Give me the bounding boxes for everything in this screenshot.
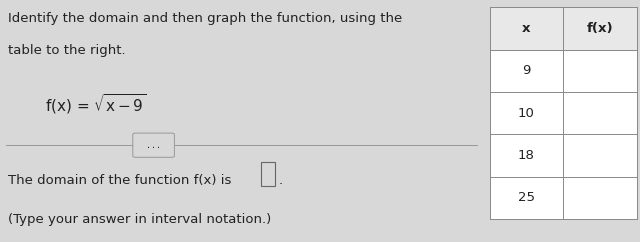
FancyBboxPatch shape <box>133 133 174 157</box>
Bar <box>261 162 275 186</box>
Text: f(x): f(x) <box>587 22 613 35</box>
Text: 10: 10 <box>518 107 535 120</box>
Text: The domain of the function f(x) is: The domain of the function f(x) is <box>8 174 231 187</box>
Text: 18: 18 <box>518 149 535 162</box>
Text: 9: 9 <box>522 64 531 77</box>
Text: ...: ... <box>146 141 161 150</box>
Text: Identify the domain and then graph the function, using the: Identify the domain and then graph the f… <box>8 12 402 25</box>
Text: 25: 25 <box>518 191 535 204</box>
Text: table to the right.: table to the right. <box>8 44 125 57</box>
Text: .: . <box>278 174 282 187</box>
Bar <box>490 50 637 92</box>
Text: (Type your answer in interval notation.): (Type your answer in interval notation.) <box>8 213 271 226</box>
Bar <box>490 134 637 177</box>
Bar <box>490 7 637 50</box>
Text: x: x <box>522 22 531 35</box>
Text: f(x) = $\mathsf{\sqrt{x-9}}$: f(x) = $\mathsf{\sqrt{x-9}}$ <box>45 92 146 116</box>
Bar <box>490 92 637 134</box>
Bar <box>490 177 637 219</box>
